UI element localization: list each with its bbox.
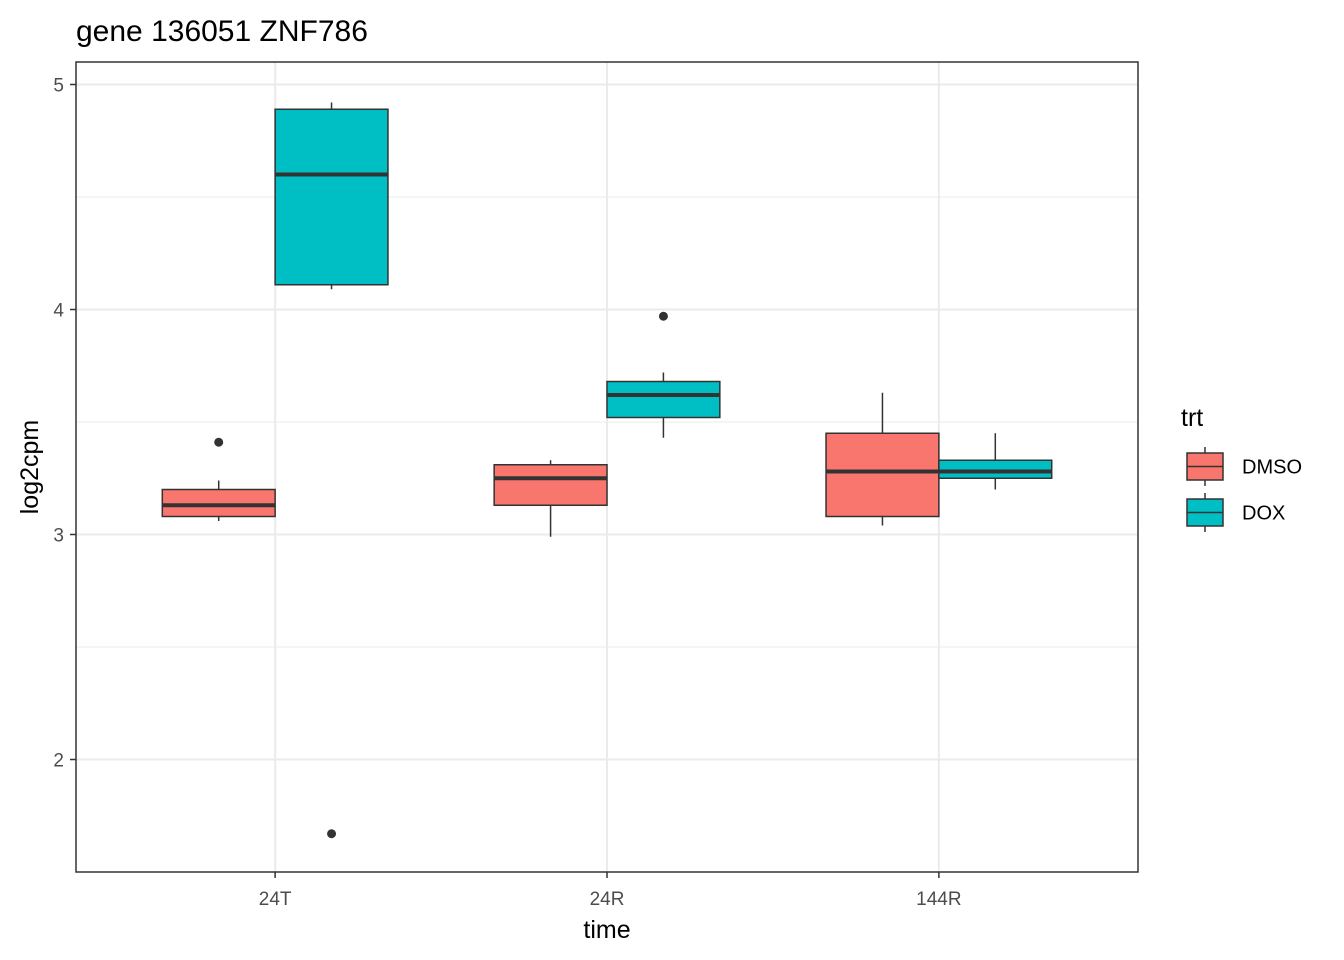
legend-label: DOX [1242, 503, 1285, 525]
box-dmso-24r [493, 460, 608, 537]
box-dmso-24t [161, 437, 276, 521]
iqr-box [274, 108, 389, 286]
boxes [161, 102, 1053, 839]
x-tick-label: 24R [590, 889, 625, 910]
legend-item-dmso: DMSO [1186, 447, 1302, 486]
axes: 2 3 4 5 24T 24R 144R [53, 76, 961, 911]
box-dox-144r [938, 433, 1053, 490]
y-tick-label: 5 [53, 76, 64, 97]
legend-item-dox: DOX [1186, 493, 1285, 532]
y-axis-title: log2cpm [16, 420, 44, 515]
x-axis-title: time [583, 916, 630, 944]
outlier-point [214, 437, 224, 447]
iqr-box [606, 380, 721, 419]
iqr-box [825, 432, 940, 518]
x-tick-label: 24T [259, 889, 292, 910]
iqr-box [938, 459, 1053, 479]
outlier-point [658, 311, 668, 321]
box-dox-24t [274, 102, 389, 839]
y-tick-label: 3 [53, 526, 64, 547]
y-tick-label: 4 [53, 301, 64, 322]
outlier-point [327, 829, 337, 839]
legend: trt DMSO DOX [1181, 404, 1302, 532]
iqr-box [161, 488, 276, 518]
iqr-box [493, 464, 608, 506]
box-dox-24r [606, 311, 721, 438]
box-dmso-144r [825, 392, 940, 526]
x-tick-label: 144R [916, 889, 961, 910]
chart-title: gene 136051 ZNF786 [76, 15, 368, 48]
y-tick-label: 2 [53, 751, 64, 772]
legend-label: DMSO [1242, 457, 1302, 479]
legend-title: trt [1181, 404, 1203, 432]
